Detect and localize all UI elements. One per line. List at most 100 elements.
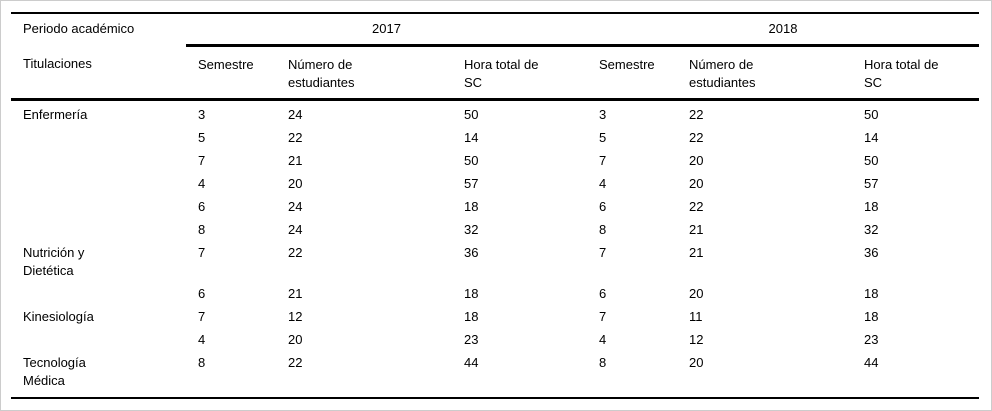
col-header-estudiantes-2018: Número de estudiantes: [677, 45, 852, 101]
cell-value: 8: [587, 352, 677, 399]
cell-value: 36: [464, 245, 479, 260]
cell-value: 21: [288, 286, 303, 301]
cell-value: 20: [288, 176, 303, 191]
titulacion-label: Enfermería: [23, 107, 88, 122]
cell-value: 22: [689, 130, 704, 145]
cell-value: 14: [864, 130, 879, 145]
cell-value: 18: [864, 199, 879, 214]
col-header-horas-2017-text: Hora total de SC: [464, 57, 539, 90]
col-header-horas-2018: Hora total de SC: [852, 45, 979, 101]
cell-value: 12: [288, 309, 303, 324]
cell-value: 18: [864, 309, 879, 324]
cell-titulacion: Kinesiología: [11, 306, 186, 329]
table-header: Periodo académico 2017 2018 Titulaciones…: [11, 12, 979, 101]
cell-value: 20: [288, 332, 303, 347]
cell-value: 50: [464, 153, 479, 168]
cell-value: 23: [864, 332, 879, 347]
cell-titulacion: [11, 127, 186, 150]
cell-value: 7: [198, 309, 206, 324]
cell-value: 24: [288, 107, 303, 122]
cell-value: 7: [599, 245, 607, 260]
cell-value: 11: [689, 309, 703, 324]
table-row: Nutrición y Dietética 7 22 36 7 21 36: [11, 242, 979, 283]
table-row: 6 21 18 6 20 18: [11, 283, 979, 306]
cell-titulacion: Enfermería: [11, 100, 186, 128]
cell-value: 14: [464, 130, 479, 145]
cell-value: 4: [198, 176, 206, 191]
cell-value: 50: [464, 107, 479, 122]
cell-value: 6: [198, 199, 206, 214]
col-header-semestre-2017: Semestre: [186, 45, 276, 101]
titulacion-label: Kinesiología: [23, 309, 94, 324]
year-header-2017: 2017: [186, 12, 587, 47]
cell-value: 21: [689, 245, 704, 260]
cell-value: 21: [288, 153, 303, 168]
cell-value: 21: [689, 222, 704, 237]
cell-value: 23: [464, 332, 479, 347]
table-row: 4 20 23 4 12 23: [11, 329, 979, 352]
academic-period-table: Periodo académico 2017 2018 Titulaciones…: [11, 12, 979, 399]
table-body: Enfermería 3 24 50 3 22 50 5 22 14 5 22 14 7 21 50 7 20 50…: [11, 100, 979, 399]
cell-titulacion: [11, 283, 186, 306]
cell-value: 18: [464, 309, 479, 324]
cell-value: 22: [689, 107, 704, 122]
cell-value: 44: [852, 352, 979, 399]
cell-value: 20: [689, 286, 704, 301]
cell-value: 5: [198, 130, 206, 145]
cell-value: 12: [689, 332, 704, 347]
cell-value: 44: [452, 352, 587, 399]
cell-value: 32: [464, 222, 479, 237]
cell-value: 18: [464, 286, 479, 301]
cell-titulacion: [11, 329, 186, 352]
cell-value: 7: [599, 309, 607, 324]
year-header-2018: 2018: [587, 12, 979, 47]
table-row: Kinesiología 7 12 18 7 11 18: [11, 306, 979, 329]
cell-value: 50: [864, 107, 879, 122]
cell-value: 8: [198, 222, 206, 237]
col-header-horas-2017: Hora total de SC: [452, 45, 587, 101]
titulacion-label: Nutrición y Dietética: [23, 245, 85, 278]
table-row: Tecnología Médica 8 22 44 8 20 44: [11, 352, 979, 399]
cell-value: 8: [599, 222, 607, 237]
col-header-estudiantes-2018-text: Número de estudiantes: [689, 57, 756, 90]
cell-value: 7: [198, 245, 206, 260]
cell-titulacion: [11, 150, 186, 173]
cell-value: 8: [186, 352, 276, 399]
cell-titulacion: [11, 196, 186, 219]
cell-value: 4: [198, 332, 206, 347]
cell-value: 20: [677, 352, 852, 399]
cell-value: 3: [599, 107, 607, 122]
titulacion-label: Tecnología Médica: [23, 355, 86, 388]
table-row: 4 20 57 4 20 57: [11, 173, 979, 196]
cell-value: 20: [689, 153, 704, 168]
cell-value: 22: [288, 245, 303, 260]
table-row: 7 21 50 7 20 50: [11, 150, 979, 173]
col-header-estudiantes-2017-text: Número de estudiantes: [288, 57, 355, 90]
cell-titulacion: [11, 219, 186, 242]
cell-value: 7: [198, 153, 206, 168]
cell-value: 6: [599, 286, 607, 301]
cell-titulacion: Nutrición y Dietética: [11, 242, 186, 283]
cell-value: 18: [864, 286, 879, 301]
titulaciones-label: Titulaciones: [11, 45, 186, 101]
cell-value: 22: [276, 352, 452, 399]
cell-value: 36: [864, 245, 879, 260]
cell-value: 57: [864, 176, 879, 191]
cell-value: 5: [599, 130, 607, 145]
cell-value: 7: [599, 153, 607, 168]
table-row: 8 24 32 8 21 32: [11, 219, 979, 242]
cell-titulacion: [11, 173, 186, 196]
cell-value: 6: [198, 286, 206, 301]
cell-value: 4: [599, 332, 607, 347]
cell-value: 22: [288, 130, 303, 145]
cell-value: 24: [288, 199, 303, 214]
cell-value: 22: [689, 199, 704, 214]
col-header-semestre-2018: Semestre: [587, 45, 677, 101]
table-row: 6 24 18 6 22 18: [11, 196, 979, 219]
cell-value: 20: [689, 176, 704, 191]
cell-value: 4: [599, 176, 607, 191]
cell-value: 57: [464, 176, 479, 191]
cell-value: 32: [864, 222, 879, 237]
col-header-estudiantes-2017: Número de estudiantes: [276, 45, 452, 101]
